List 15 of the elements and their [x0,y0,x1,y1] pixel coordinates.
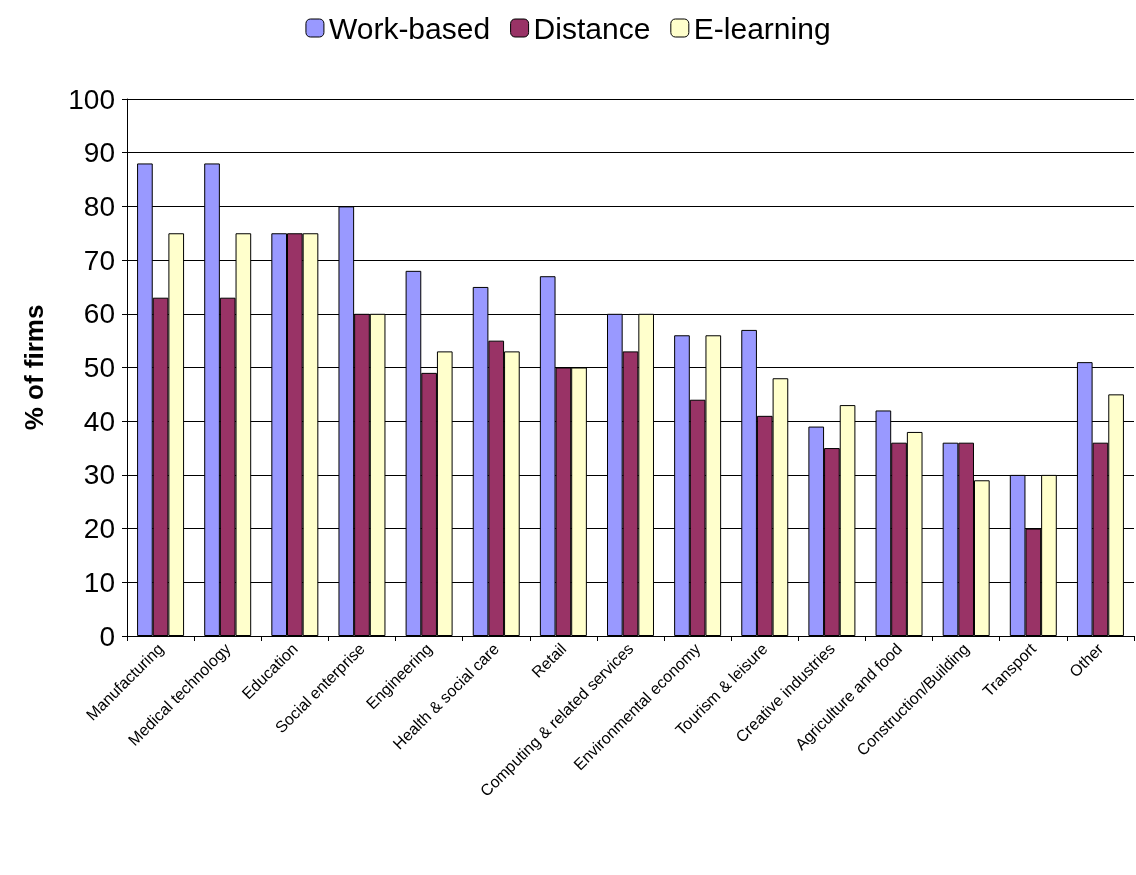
legend-label: Distance [533,11,651,45]
y-tick-label: 20 [83,513,115,545]
y-axis-title: % of firms [19,304,49,431]
y-tick-label: 0 [99,620,115,652]
y-tick-label: 60 [83,298,115,330]
y-tick-label: 30 [83,459,115,491]
y-tick-label: 50 [83,352,115,383]
y-tick-label: 90 [83,137,115,169]
y-tick-label: 10 [83,566,115,598]
y-tick-label: 70 [83,244,115,276]
legend-label: Work-based [328,11,491,45]
y-tick-label: 100 [68,83,115,115]
legend-label: E-learning [693,11,831,45]
y-tick-label: 80 [83,190,115,222]
y-tick-label: 40 [83,405,115,437]
